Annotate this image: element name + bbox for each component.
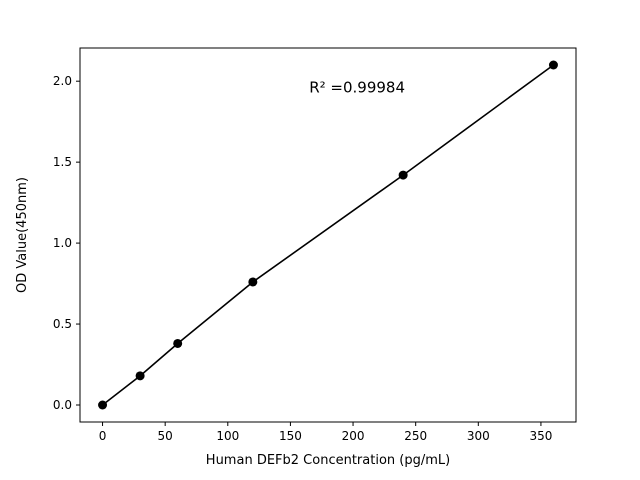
y-tick-label: 1.5 [53,155,72,169]
y-axis-label: OD Value(450nm) [15,177,30,293]
x-tick-label: 200 [342,429,365,443]
y-tick-label: 0.0 [53,398,72,412]
data-point [173,338,183,348]
x-axis-label: Human DEFb2 Concentration (pg/mL) [206,453,450,468]
x-tick-label: 50 [158,429,173,443]
data-point [398,170,408,180]
plot-border [79,47,577,423]
y-tick-label: 2.0 [53,74,72,88]
data-point [548,60,558,70]
x-tick-label: 350 [529,429,552,443]
x-tick-label: 100 [216,429,239,443]
y-tick-label: 0.5 [53,317,72,331]
data-point [98,400,108,410]
data-point [135,371,145,381]
x-tick-label: 300 [467,429,490,443]
data-point [248,277,258,287]
y-tick-label: 1.0 [53,236,72,250]
r-squared-annotation: R² =0.99984 [309,79,405,97]
x-tick-label: 0 [99,429,107,443]
x-tick-label: 150 [279,429,302,443]
x-tick-label: 250 [404,429,427,443]
fit-line [102,64,554,406]
